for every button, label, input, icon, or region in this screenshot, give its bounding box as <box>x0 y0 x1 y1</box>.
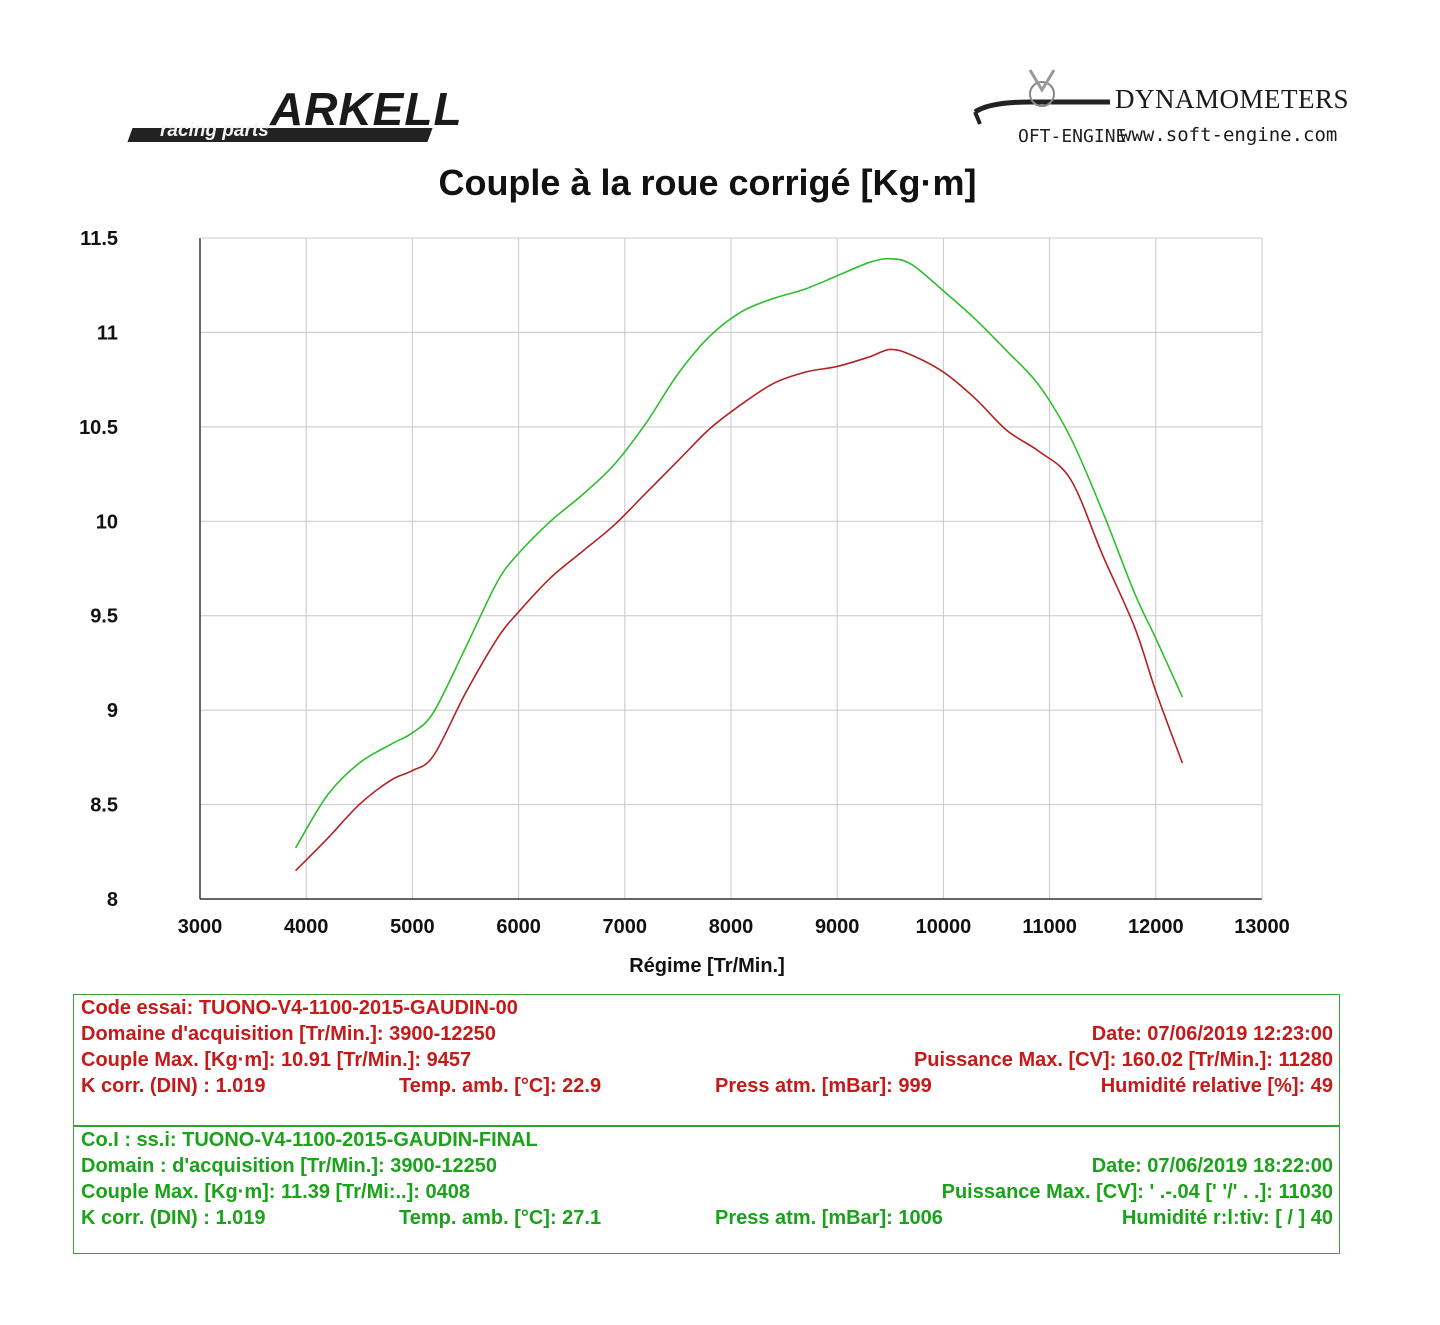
red-couple: Couple Max. [Kg·m]: 10.91 [Tr/Min.]: 945… <box>81 1049 472 1071</box>
x-tick-label: 6000 <box>496 916 541 938</box>
y-tick-label: 9 <box>107 700 118 722</box>
test-info-green: Co.I : ss.i: TUONO-V4-1100-2015-GAUDIN-F… <box>73 1126 1340 1254</box>
arkell-logo: ARKELL racing parts <box>120 83 462 160</box>
x-tick-label: 5000 <box>390 916 435 938</box>
chart-grid <box>200 238 1262 899</box>
red-puissance: Puissance Max. [CV]: 160.02 [Tr/Min.]: 1… <box>913 1049 1333 1071</box>
green-humidity: Humidité r:l:tiv: [ / ] 40 <box>1121 1207 1333 1229</box>
y-tick-label: 8 <box>107 889 118 911</box>
y-tick-label: 8.5 <box>90 795 118 817</box>
series-line-red <box>295 348 1184 872</box>
y-tick-label: 10 <box>96 511 118 533</box>
red-kcorr: K corr. (DIN) : 1.019 <box>81 1075 266 1097</box>
y-tick-label: 11 <box>97 322 118 344</box>
green-couple: Couple Max. [Kg·m]: 11.39 [Tr/Mi:..]: 04… <box>81 1181 470 1203</box>
green-date: Date: 07/06/2019 18:22:00 <box>1091 1155 1333 1177</box>
series-line-green <box>294 257 1184 849</box>
green-code: Co.I : ss.i: TUONO-V4-1100-2015-GAUDIN-F… <box>81 1129 538 1151</box>
x-tick-label: 9000 <box>815 916 860 938</box>
logo-mark: OFT-ENGINE <box>1018 126 1127 147</box>
red-press: Press atm. [mBar]: 999 <box>715 1075 932 1097</box>
green-press: Press atm. [mBar]: 1006 <box>715 1207 943 1229</box>
red-temp: Temp. amb. [°C]: 22.9 <box>399 1075 602 1097</box>
y-tick-label: 9.5 <box>90 606 118 628</box>
y-tick-labels: 8 8.5 9 9.5 10 10.5 11 11.5 <box>79 228 118 911</box>
red-code: Code essai: TUONO-V4-1100-2015-GAUDIN-00 <box>81 997 518 1019</box>
green-puissance: Puissance Max. [CV]: ' .-.04 [' '/' . .]… <box>941 1181 1333 1203</box>
red-date: Date: 07/06/2019 12:23:00 <box>1091 1023 1333 1045</box>
x-tick-label: 10000 <box>916 916 972 938</box>
soft-engine-logo: DYNAMOMETERS OFT-ENGINE www.soft-engine.… <box>970 62 1390 162</box>
x-axis-label: Régime [Tr/Min.] <box>629 955 785 977</box>
chart-axes <box>199 237 1263 900</box>
green-domain: Domain : d'acquisition [Tr/Min.]: 3900-1… <box>81 1155 497 1177</box>
x-tick-label: 13000 <box>1234 916 1290 938</box>
logo-url: www.soft-engine.com <box>1120 124 1338 146</box>
logo-brand: DYNAMOMETERS <box>1115 84 1350 114</box>
green-kcorr: K corr. (DIN) : 1.019 <box>81 1207 266 1229</box>
test-info-red: Code essai: TUONO-V4-1100-2015-GAUDIN-00… <box>73 994 1340 1126</box>
red-domain: Domaine d'acquisition [Tr/Min.]: 3900-12… <box>81 1023 496 1045</box>
x-tick-label: 11000 <box>1022 916 1077 938</box>
x-tick-label: 4000 <box>284 916 329 938</box>
green-temp: Temp. amb. [°C]: 27.1 <box>399 1207 602 1229</box>
chart-title: Couple à la roue corrigé [Kg·m] <box>438 162 977 203</box>
y-tick-label: 11.5 <box>80 228 118 250</box>
x-tick-labels: 3000 4000 5000 6000 7000 8000 9000 10000 11000 12… <box>178 916 1290 938</box>
y-tick-label: 10.5 <box>79 417 118 439</box>
logo-tagline: racing parts <box>160 120 269 141</box>
torque-chart: 8 8.5 9 9.5 10 10.5 11 11.5 3000 4000 5000 6000 700… <box>79 228 1290 977</box>
dyno-logo-icon <box>973 69 1110 125</box>
logo-wordmark: ARKELL <box>270 83 463 135</box>
red-humidity: Humidité relative [%]: 49 <box>1100 1075 1333 1097</box>
x-tick-label: 7000 <box>603 916 648 938</box>
x-tick-label: 3000 <box>178 916 223 938</box>
chart-series <box>294 257 1184 872</box>
x-tick-label: 12000 <box>1128 916 1184 938</box>
x-tick-label: 8000 <box>709 916 754 938</box>
